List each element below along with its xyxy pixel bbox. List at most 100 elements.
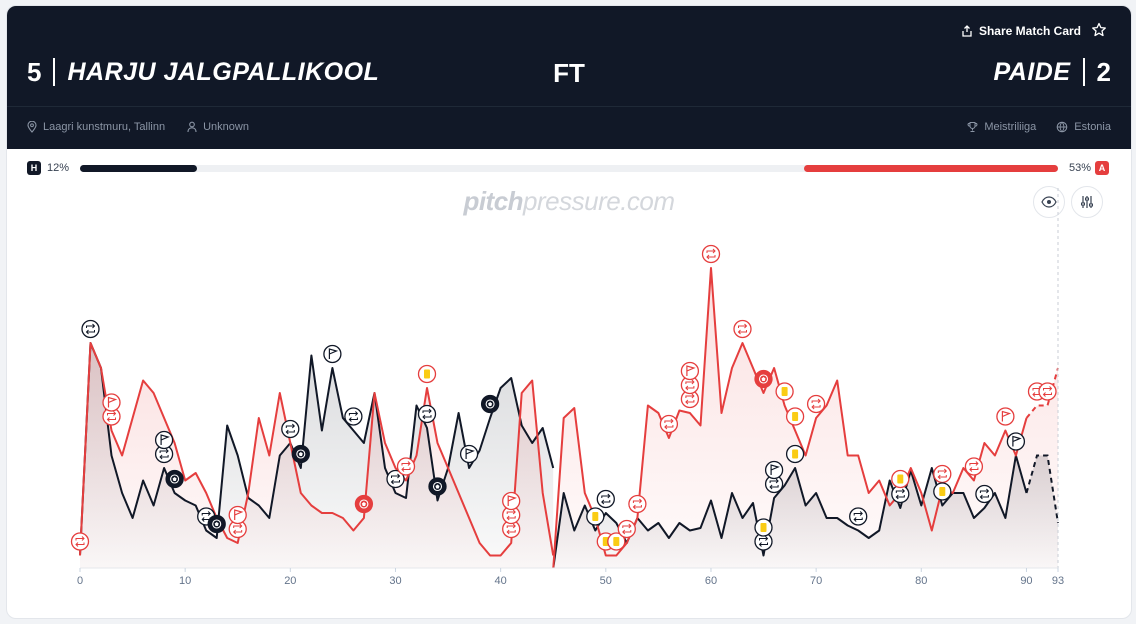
event-sub-away bbox=[933, 464, 952, 484]
sub-icon bbox=[344, 407, 363, 426]
sub-icon bbox=[81, 319, 100, 339]
sub-arrows-icon bbox=[601, 493, 611, 505]
event-yellow-home bbox=[933, 482, 952, 501]
sub-icon bbox=[281, 419, 300, 439]
x-tick-label: 70 bbox=[810, 575, 822, 587]
home-score: 5 bbox=[27, 56, 42, 87]
away-team-name[interactable]: PAIDE bbox=[993, 57, 1071, 86]
away-pressure-pct: 53% bbox=[1069, 162, 1092, 174]
yellow-card-icon bbox=[602, 537, 609, 546]
event-goal-home bbox=[480, 394, 500, 414]
sub-arrows-icon bbox=[390, 473, 401, 485]
sub-arrows-icon bbox=[811, 398, 821, 410]
sub-arrows-icon bbox=[232, 523, 243, 535]
watermark-part2: pressure.com bbox=[523, 186, 675, 216]
sub-arrows-icon bbox=[632, 498, 643, 510]
corner-flag-icon bbox=[1012, 435, 1022, 447]
home-pressure-fill bbox=[80, 165, 198, 172]
share-match-card-button[interactable]: Share Match Card bbox=[961, 24, 1081, 38]
event-sub-away bbox=[396, 457, 416, 476]
event-sub-home bbox=[417, 404, 437, 424]
event-sub-away bbox=[806, 394, 826, 414]
header-separator bbox=[7, 106, 1131, 107]
sub-arrows-icon bbox=[75, 536, 85, 547]
corner-icon bbox=[680, 361, 700, 381]
yellow-card-icon bbox=[781, 387, 788, 396]
favorite-star-button[interactable] bbox=[1091, 22, 1107, 43]
ball-panel-icon bbox=[361, 502, 366, 506]
corner-flag-icon bbox=[1001, 410, 1012, 422]
yellow-card-icon bbox=[792, 412, 799, 421]
home-team-name[interactable]: HARJU JALGPALLIKOOL bbox=[67, 57, 380, 86]
event-sub-away bbox=[733, 319, 752, 339]
event-corner-away bbox=[502, 491, 521, 511]
sub-arrows-icon bbox=[622, 523, 632, 535]
event-corner-away bbox=[228, 505, 247, 525]
country-name[interactable]: Estonia bbox=[1074, 121, 1111, 133]
sub-arrows-icon bbox=[201, 511, 211, 522]
event-yellow-home bbox=[586, 507, 605, 526]
area-layer bbox=[80, 268, 1058, 568]
event-corner-home bbox=[764, 460, 784, 480]
sub-arrows-icon bbox=[85, 323, 96, 335]
sub-arrows-icon bbox=[106, 411, 117, 422]
event-corner-home bbox=[323, 344, 342, 364]
corner-icon bbox=[996, 407, 1015, 426]
x-tick-label: 30 bbox=[389, 575, 401, 587]
event-sub-away bbox=[701, 244, 721, 264]
event-yellow-away bbox=[775, 382, 794, 401]
sub-arrows-icon bbox=[969, 461, 979, 472]
sub-icon bbox=[733, 319, 752, 339]
event-goal-home bbox=[207, 514, 226, 534]
pressure-bar: H 12% 53% A bbox=[7, 161, 1131, 177]
watermark: pitchpressure.com bbox=[7, 186, 1131, 217]
corner-flag-icon bbox=[507, 495, 517, 506]
event-sub-away bbox=[1038, 382, 1057, 401]
event-sub-home bbox=[386, 469, 405, 489]
event-corner-home bbox=[1006, 432, 1026, 451]
ball-panel-icon bbox=[435, 484, 440, 489]
ball-icon bbox=[359, 499, 369, 509]
sub-arrows-icon bbox=[937, 468, 948, 480]
match-status: FT bbox=[553, 58, 585, 88]
corner-flag-icon bbox=[686, 365, 696, 376]
pressure-track bbox=[80, 165, 1058, 172]
corner-icon bbox=[764, 460, 784, 480]
event-sub-away bbox=[617, 519, 636, 539]
yellow-card-icon bbox=[897, 474, 904, 484]
ball-panel-icon bbox=[488, 402, 493, 406]
event-markers: 2 bbox=[70, 244, 1057, 551]
sub-icon bbox=[386, 469, 405, 489]
event-sub-away bbox=[964, 457, 984, 476]
event-sub-away bbox=[70, 532, 90, 551]
corner-icon bbox=[459, 444, 479, 464]
event-goal-home bbox=[428, 477, 447, 496]
corner-icon bbox=[102, 393, 121, 412]
chart-settings-button[interactable] bbox=[1071, 186, 1103, 218]
ball-icon bbox=[296, 449, 306, 459]
x-tick-label: 40 bbox=[495, 575, 507, 587]
sub-icon bbox=[396, 457, 416, 476]
sub-arrows-icon bbox=[506, 509, 516, 521]
event-sub-home bbox=[891, 484, 910, 504]
event-sub-home bbox=[344, 407, 363, 426]
corner-flag-icon bbox=[160, 434, 170, 445]
home-pressure-pct: 12% bbox=[47, 162, 70, 174]
home-team-row: 5 HARJU JALGPALLIKOOL bbox=[27, 54, 379, 90]
sub-arrows-icon bbox=[737, 323, 748, 335]
sub-arrows-icon bbox=[706, 248, 716, 260]
away-team-row: PAIDE 2 bbox=[993, 54, 1111, 90]
yellow-card-icon bbox=[613, 537, 620, 546]
watermark-part1: pitch bbox=[463, 186, 524, 216]
corner-flag-icon bbox=[465, 448, 475, 459]
league-name[interactable]: Meistriliiga bbox=[984, 121, 1037, 133]
sub-icon bbox=[964, 457, 984, 476]
event-sub-home bbox=[596, 489, 615, 509]
sub-icon bbox=[975, 484, 994, 504]
toggle-visibility-button[interactable] bbox=[1033, 186, 1065, 218]
ball-panel-icon bbox=[214, 522, 219, 526]
location-pin-icon bbox=[27, 121, 37, 133]
globe-icon bbox=[1056, 121, 1068, 133]
x-tick-label: 0 bbox=[77, 575, 83, 587]
sliders-icon bbox=[1081, 196, 1093, 208]
